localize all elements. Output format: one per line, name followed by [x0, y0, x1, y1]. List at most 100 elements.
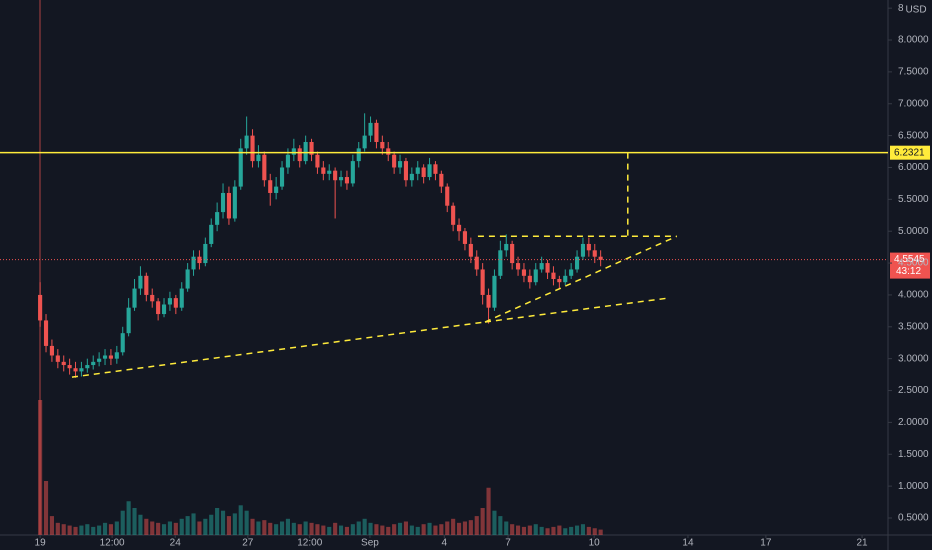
candle-body: [439, 173, 444, 187]
volume-bar: [114, 521, 119, 535]
volume-bar: [209, 514, 214, 535]
volume-bar: [97, 525, 102, 535]
volume-bar: [504, 521, 509, 535]
volume-bar: [510, 524, 515, 535]
candle-body: [185, 269, 190, 289]
volume-bar: [250, 518, 255, 535]
candle-body: [580, 243, 586, 257]
volume-bar: [309, 522, 314, 535]
volume-bar: [315, 524, 320, 535]
volume-bar: [244, 510, 249, 535]
volume-bar: [203, 518, 208, 535]
volume-bar: [344, 526, 350, 535]
volume-bar: [279, 521, 285, 535]
x-tick-label: 19: [35, 538, 47, 549]
volume-bar: [73, 526, 78, 535]
y-tick-label: 8.0000: [898, 35, 929, 46]
candle-body: [539, 263, 544, 270]
volume-layer: [38, 400, 603, 535]
candle-body: [451, 205, 456, 225]
candle-body: [197, 256, 202, 264]
volume-bar: [480, 508, 485, 535]
x-tick-label: 14: [682, 538, 694, 549]
candle-body: [61, 361, 66, 366]
candle-body: [191, 256, 196, 270]
candle-body: [486, 294, 491, 308]
x-tick-label: Sep: [361, 538, 379, 549]
candle-body: [144, 275, 149, 295]
volume-bar: [498, 516, 503, 535]
volume-bar: [79, 525, 84, 535]
candle-body: [362, 135, 367, 149]
price-badge: [890, 252, 930, 279]
candle-body: [392, 154, 397, 168]
candle-body: [569, 269, 574, 276]
price-label: 4.5545: [894, 254, 925, 265]
volume-bar: [185, 516, 190, 535]
candle-body: [161, 304, 167, 315]
y-tick-label: 3.5000: [898, 321, 929, 332]
y-tick-label: 4.0000: [898, 290, 929, 301]
volume-bar: [521, 526, 527, 535]
candle-body: [327, 170, 332, 174]
candle-body: [427, 164, 432, 178]
volume-bar: [433, 525, 438, 535]
volume-bar: [492, 510, 497, 535]
candle-body: [38, 294, 43, 321]
volume-bar: [156, 522, 161, 535]
candle-body: [397, 161, 403, 168]
volume-bar: [427, 522, 432, 535]
level-badge: [890, 145, 930, 160]
volume-bar: [238, 505, 243, 535]
candle-body: [474, 256, 479, 270]
volume-bar: [297, 524, 302, 535]
volume-bar: [91, 526, 96, 535]
candle-body: [291, 148, 296, 155]
candle-body: [114, 352, 119, 359]
trend-line: [484, 297, 669, 323]
volume-bar: [38, 400, 43, 535]
candle-body: [138, 275, 143, 289]
candle-body: [55, 355, 60, 362]
candle-body: [344, 177, 350, 184]
candle-body: [456, 224, 462, 232]
candle-body: [592, 250, 597, 257]
volume-bar: [126, 501, 131, 535]
volume-bar: [409, 525, 414, 535]
candle-body: [297, 148, 302, 162]
candle-body: [504, 243, 509, 251]
candle-body: [386, 148, 391, 155]
candle-body: [527, 275, 532, 283]
candle-body: [85, 365, 90, 369]
candle-body: [462, 231, 468, 244]
volume-bar: [468, 520, 473, 535]
volume-bar: [350, 524, 355, 535]
volume-bar: [533, 524, 538, 535]
candle-body: [250, 135, 255, 162]
y-tick-label: 1.5000: [898, 449, 929, 460]
volume-bar: [392, 524, 397, 535]
candle-body: [91, 361, 96, 366]
volume-bar: [338, 525, 344, 535]
volume-bar: [421, 524, 426, 535]
candle-body: [498, 250, 503, 276]
candle-body: [156, 301, 161, 315]
volume-bar: [303, 521, 308, 535]
volume-bar: [462, 521, 468, 535]
volume-bar: [173, 522, 178, 535]
candle-body: [551, 272, 556, 280]
volume-bar: [226, 516, 231, 535]
volume-bar: [592, 528, 597, 535]
x-tick-label: 17: [760, 538, 772, 549]
candle-body: [274, 186, 279, 193]
candle-body: [79, 368, 84, 372]
y-tick-label: 5.0000: [898, 226, 929, 237]
candle-body: [220, 192, 226, 213]
candle-body: [132, 288, 137, 308]
volume-bar: [102, 522, 108, 535]
candle-body: [468, 243, 473, 257]
volume-bar: [474, 516, 479, 535]
x-tick-label: 12:00: [297, 538, 322, 549]
